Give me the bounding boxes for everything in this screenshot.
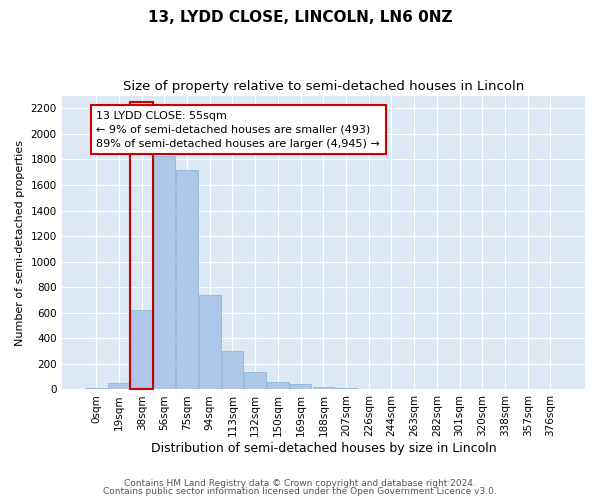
- Bar: [85, 388, 107, 390]
- Text: Contains public sector information licensed under the Open Government Licence v3: Contains public sector information licen…: [103, 487, 497, 496]
- Bar: [130, 102, 153, 390]
- Title: Size of property relative to semi-detached houses in Lincoln: Size of property relative to semi-detach…: [123, 80, 524, 93]
- Bar: [335, 388, 357, 390]
- Bar: [199, 295, 221, 390]
- Text: Contains HM Land Registry data © Crown copyright and database right 2024.: Contains HM Land Registry data © Crown c…: [124, 478, 476, 488]
- Bar: [313, 387, 334, 390]
- Bar: [154, 156, 175, 390]
- X-axis label: Distribution of semi-detached houses by size in Lincoln: Distribution of semi-detached houses by …: [151, 442, 496, 455]
- Y-axis label: Number of semi-detached properties: Number of semi-detached properties: [15, 140, 25, 346]
- Bar: [244, 372, 266, 390]
- Text: 13, LYDD CLOSE, LINCOLN, LN6 0NZ: 13, LYDD CLOSE, LINCOLN, LN6 0NZ: [148, 10, 452, 25]
- Bar: [267, 382, 289, 390]
- Bar: [176, 170, 198, 390]
- Bar: [108, 383, 130, 390]
- Bar: [290, 384, 311, 390]
- Bar: [131, 310, 152, 390]
- Bar: [222, 351, 243, 390]
- Text: 13 LYDD CLOSE: 55sqm
← 9% of semi-detached houses are smaller (493)
89% of semi-: 13 LYDD CLOSE: 55sqm ← 9% of semi-detach…: [97, 111, 380, 149]
